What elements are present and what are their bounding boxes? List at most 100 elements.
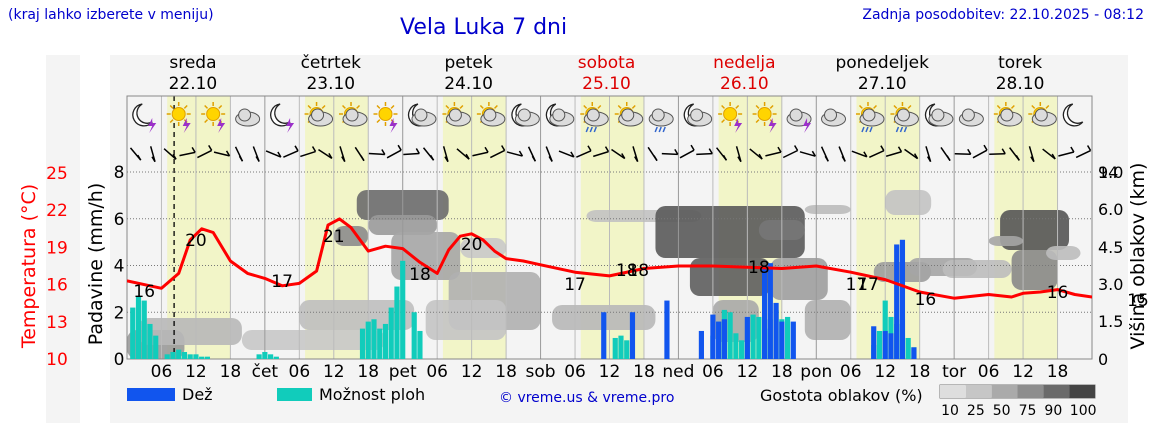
daylight-band: [167, 96, 231, 359]
wind-barb: [506, 151, 523, 157]
cloud-puff: [824, 108, 838, 122]
rain-drop: [861, 126, 865, 133]
wind-barb-tick: [926, 156, 932, 163]
sun-ray: [755, 104, 760, 109]
sun-thunder-icon: [201, 102, 226, 133]
temperature-tick: 22: [46, 201, 68, 221]
wind-barb-tick: [634, 156, 639, 163]
wind-barb-tick: [604, 146, 610, 153]
lightning-bolt: [286, 118, 295, 133]
rain-drop: [654, 126, 658, 133]
wind-barb: [1075, 149, 1091, 159]
moon-icon: [1062, 103, 1084, 127]
wind-barb-tick: [913, 153, 919, 159]
density-scale-label: 90: [1044, 403, 1062, 419]
rain-bar: [767, 263, 773, 359]
wind-barb: [765, 151, 782, 157]
sun-ray: [204, 119, 209, 124]
sun-ray: [169, 119, 174, 124]
moon-thunder-icon: [132, 103, 157, 133]
cloud-puff: [414, 108, 428, 122]
density-scale-label: 50: [993, 403, 1011, 419]
wind-barb: [869, 150, 885, 158]
wind-barb-tick: [341, 156, 346, 163]
shower-chance-bar: [164, 354, 170, 359]
temperature-line: [127, 217, 1092, 300]
moon-shape: [1062, 103, 1084, 127]
day-name: petek: [445, 53, 493, 73]
wind-barb: [213, 151, 230, 157]
wind-barb: [558, 150, 575, 158]
shower-chance-bar: [876, 330, 883, 359]
density-scale-label: 100: [1070, 403, 1097, 419]
shower-chance-bar: [262, 351, 268, 359]
cloud-height-tick: 1.5: [1098, 312, 1123, 331]
wind-barb-tick: [191, 146, 196, 153]
wind-barb-tick: [824, 155, 829, 162]
sun-ray: [907, 104, 912, 109]
wind-barb-tick: [548, 156, 553, 162]
cloud-layer: [942, 260, 1012, 278]
wind-barb: [782, 149, 798, 159]
wind-barb-tick: [501, 145, 506, 151]
wind-barb: [163, 148, 177, 160]
day-name: sobota: [578, 53, 636, 73]
sun-disc: [206, 107, 221, 121]
wind-barb-tick: [381, 149, 386, 155]
sun-ray: [390, 104, 395, 109]
last-update: Zadnja posodobitev: 22.10.2025 - 08:12: [862, 7, 1144, 23]
sun-rain-icon: [580, 102, 609, 133]
temperature-label: 21: [323, 227, 345, 247]
wind-barb: [472, 151, 489, 157]
shower-chance-bar: [727, 312, 733, 359]
density-swatch: [965, 385, 992, 398]
sun-ray: [996, 104, 1001, 109]
cloud-puff: [517, 108, 531, 122]
temperature-label: 18: [748, 258, 770, 278]
sun-cloud-icon: [1028, 102, 1057, 127]
day-date: 28.10: [996, 74, 1045, 94]
rain-bar: [721, 319, 727, 359]
cloud-height-tick: 6.0: [1098, 200, 1123, 219]
x-tick-label: 06: [151, 362, 173, 382]
cloud-puff: [789, 108, 803, 122]
wind-barb-tick: [328, 152, 333, 159]
sun-ray: [459, 104, 464, 109]
wind-barb-tick: [811, 150, 817, 157]
density-scale-label: 25: [967, 403, 985, 419]
wind-barb-tick: [863, 151, 868, 158]
rain-bar: [894, 244, 900, 359]
sun-disc: [171, 107, 186, 121]
temperature-tick: 25: [46, 164, 68, 184]
wind-barb-tick: [484, 146, 489, 153]
wind-barb-tick: [674, 148, 679, 155]
wind-barb-tick: [277, 151, 282, 158]
temperature-label: 20: [185, 231, 207, 251]
sun-ray: [342, 104, 346, 109]
wind-barb-tick: [587, 145, 592, 152]
rain-bar: [601, 312, 607, 359]
cloud-height-axis-label: Višina oblakov (km): [1127, 163, 1149, 350]
sun-ray: [376, 119, 381, 124]
rain-drop: [865, 126, 869, 133]
left-panel: [46, 55, 80, 423]
x-tick-label: 06: [426, 362, 448, 382]
rain-bar: [716, 321, 722, 359]
shower-chance-bar: [359, 328, 366, 359]
wind-barb-tick: [238, 155, 244, 162]
rain-drop: [589, 126, 593, 133]
wind-barb-tick: [294, 145, 299, 152]
cloud-height-tick: 14: [1098, 163, 1118, 182]
x-tick-label: 18: [909, 362, 931, 382]
sun-disc: [378, 107, 393, 121]
x-tick-label: pet: [389, 362, 417, 382]
shower-chance-bar: [417, 330, 423, 359]
wind-barb-tick: [1086, 145, 1092, 151]
sun-ray: [893, 104, 898, 109]
wind-barb-tick: [1051, 153, 1056, 160]
wind-barb-tick: [880, 145, 885, 152]
sun-ray: [755, 119, 760, 124]
cloud-puff: [483, 108, 497, 122]
precip-axis-label: Padavine (mm/h): [85, 183, 107, 346]
wind-barb-tick: [841, 156, 846, 162]
